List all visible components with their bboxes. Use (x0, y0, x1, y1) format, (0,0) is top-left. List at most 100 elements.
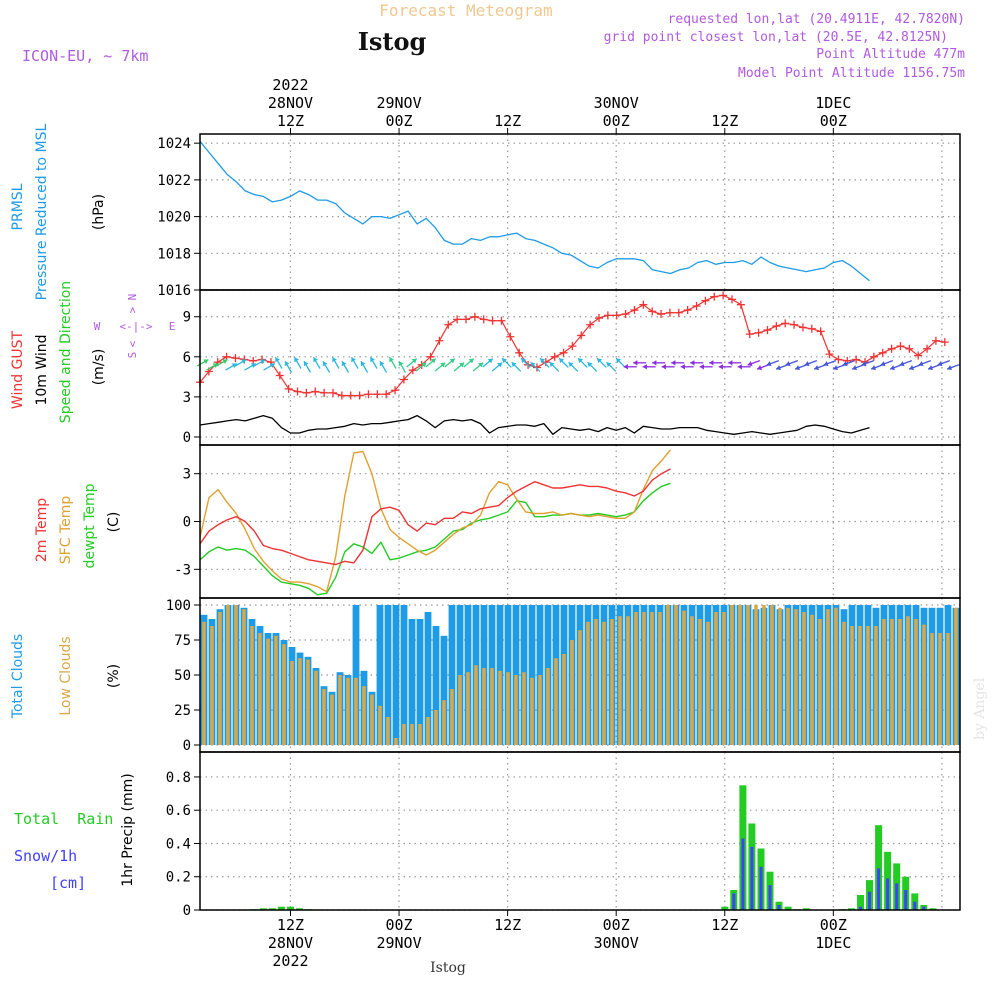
low-cloud-bar (362, 686, 366, 745)
wind-direction-arrowhead (212, 363, 218, 368)
low-cloud-bar (714, 612, 718, 745)
wind-unit-ylabel: (m/s) (91, 349, 107, 386)
wind-gust-marker (745, 330, 754, 339)
wind-direction-arrowhead (606, 362, 612, 368)
wind-direction-arrowhead (804, 361, 810, 367)
clouds-ytick-label: 100 (166, 598, 191, 614)
wind-direction-arrowhead (880, 361, 886, 367)
point-altitude: Point Altitude 477m (816, 47, 965, 62)
chart-content: 101610181020102210240369-303025507510000… (10, 76, 961, 970)
low-cloud-bar (530, 677, 534, 745)
wind-gust-marker (479, 315, 488, 324)
pressure-ytick-label: 1020 (157, 210, 191, 226)
wind-direction-arrowhead (351, 357, 356, 363)
top-time-label: 30NOV (594, 94, 639, 112)
compass-north: N (126, 294, 139, 301)
low-cloud-bar (754, 605, 758, 745)
low-cloud-bar (738, 605, 742, 745)
low-cloud-bar (770, 605, 774, 745)
wind-direction-arrowhead (269, 363, 275, 368)
bottom-time-label: 30NOV (594, 934, 639, 952)
snow-bar (750, 846, 754, 910)
wind-direction-arrowhead (852, 365, 857, 371)
low-cloud-bar (706, 621, 710, 745)
wind-gust-marker (923, 344, 932, 353)
wind-gust-marker (905, 344, 914, 353)
wind-direction-arrowhead (260, 359, 266, 364)
wind-gust-marker (674, 308, 683, 317)
total-cloud-bar (424, 612, 432, 745)
low-cloud-bar (786, 607, 790, 745)
wind-10m-ylabel: 10m Wind (34, 334, 50, 405)
low-cloud-bar (266, 638, 270, 745)
top-time-label: 2022 (272, 76, 308, 94)
wind-gust-marker (683, 306, 692, 315)
wind-gust-marker (577, 331, 586, 340)
low-cloud-bar (794, 609, 798, 745)
wind-direction-arrowhead (842, 361, 848, 367)
precip-legend-snow: Snow/1h (14, 847, 77, 865)
total-cloud-bar (376, 605, 384, 745)
wind-direction-arrowhead (795, 365, 800, 371)
low-cloud-bar (538, 675, 542, 745)
wind-direction-arrowhead (530, 362, 536, 368)
low-cloud-bar (258, 633, 262, 745)
wind-gust-marker (728, 295, 736, 304)
wind-gust-marker (816, 327, 825, 336)
wind-ytick-label: 0 (183, 430, 191, 446)
low-cloud-bar (354, 677, 358, 745)
snow-bar (904, 890, 908, 910)
wind-gust-marker (329, 388, 337, 397)
wind-gust-marker (701, 296, 710, 305)
wind-gust-marker (914, 351, 923, 360)
rain-bar (802, 908, 810, 910)
top-time-label: 28NOV (268, 94, 313, 112)
low-cloud-bar (778, 607, 782, 745)
wind-direction-arrowhead (928, 365, 933, 371)
low-cloud-bar (850, 626, 854, 745)
low-cloud-bar (938, 633, 942, 745)
wind-direction-arrowhead (322, 361, 328, 367)
low-cloud-bar (810, 614, 814, 745)
wind-direction-arrowhead (430, 358, 436, 364)
wind-gust-marker (931, 336, 940, 345)
wind-gust-marker (586, 320, 595, 329)
low-cloud-bar (578, 630, 582, 745)
low-cloud-bar (274, 635, 278, 745)
sfc-ylabel: SFC Temp (58, 496, 74, 565)
credit-watermark: by Angel (972, 677, 988, 740)
wind-gust-marker (595, 314, 603, 323)
low-cloud-bar (818, 619, 822, 745)
wind-gust-marker (488, 316, 497, 325)
wind-direction-arrowhead (449, 358, 455, 364)
wind-gust-marker (754, 328, 763, 337)
wind-gust-marker (284, 384, 293, 393)
precip-legend-rain: Total Rain (14, 810, 113, 828)
snow-bar (868, 891, 871, 910)
wind-gust-marker (453, 315, 462, 324)
footer-station: Istog (430, 960, 466, 976)
meteogram-title: Forecast Meteogram (379, 1, 552, 20)
wind-direction-arrowhead (947, 365, 952, 371)
bottom-time-label: 28NOV (268, 934, 313, 952)
sfc-temp-line (199, 449, 672, 593)
wind-gust-marker (337, 391, 346, 400)
wind-direction-arrowhead (661, 364, 666, 370)
low-cloud-bar (322, 689, 326, 745)
wind-direction-arrowhead (389, 357, 394, 363)
rain-bar (784, 906, 792, 910)
wind-direction-arrowhead (757, 365, 762, 371)
low-cloud-bar (642, 612, 646, 745)
bottom-time-label: 00Z (820, 916, 847, 934)
low-clouds-ylabel: Low Clouds (58, 636, 74, 715)
snow-bar (732, 893, 736, 910)
temp-unit-ylabel: (C) (106, 512, 122, 533)
wind-direction-arrowhead (871, 365, 876, 371)
low-cloud-bar (682, 610, 686, 745)
low-cloud-bar (210, 626, 214, 745)
low-cloud-bar (498, 670, 502, 745)
wind-direction-arrowhead (478, 362, 484, 368)
wind-gust-marker (408, 366, 417, 375)
bottom-time-label: 12Z (494, 916, 521, 934)
wind-direction-arrowhead (540, 358, 545, 364)
